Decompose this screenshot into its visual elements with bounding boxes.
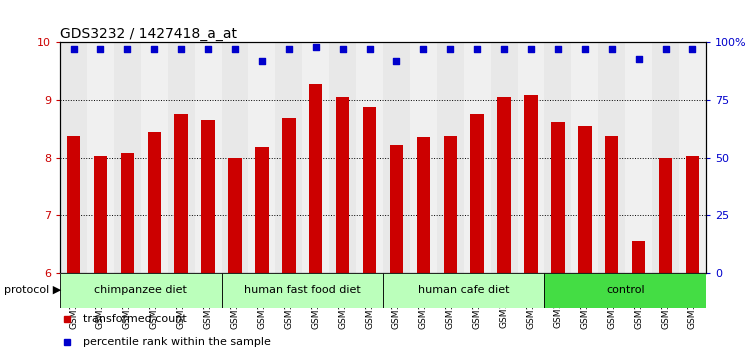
Bar: [383, 273, 544, 308]
Point: [686, 47, 698, 52]
Bar: [336, 97, 349, 273]
Bar: [121, 153, 134, 273]
Bar: [67, 136, 80, 273]
Bar: [410, 42, 437, 273]
Bar: [444, 136, 457, 273]
Point: [525, 47, 537, 52]
Point: [606, 47, 618, 52]
Text: GDS3232 / 1427418_a_at: GDS3232 / 1427418_a_at: [60, 28, 237, 41]
Bar: [383, 42, 410, 273]
Bar: [463, 42, 490, 273]
Bar: [363, 107, 376, 273]
Bar: [228, 158, 242, 273]
Bar: [497, 97, 511, 273]
Bar: [356, 42, 383, 273]
Bar: [605, 136, 619, 273]
Point: [202, 47, 214, 52]
Text: percentile rank within the sample: percentile rank within the sample: [83, 337, 270, 347]
Bar: [174, 114, 188, 273]
Point: [363, 47, 376, 52]
Text: human fast food diet: human fast food diet: [244, 285, 360, 295]
Text: control: control: [606, 285, 644, 295]
Bar: [470, 114, 484, 273]
Bar: [517, 42, 544, 273]
Bar: [282, 118, 296, 273]
Text: human cafe diet: human cafe diet: [418, 285, 509, 295]
Bar: [544, 42, 572, 273]
Bar: [632, 241, 645, 273]
Text: protocol ▶: protocol ▶: [4, 285, 61, 295]
Bar: [140, 42, 167, 273]
Bar: [147, 132, 161, 273]
Point: [391, 58, 403, 64]
Bar: [60, 273, 222, 308]
Bar: [625, 42, 652, 273]
Point: [498, 47, 510, 52]
Bar: [302, 42, 329, 273]
Point: [95, 47, 107, 52]
Bar: [195, 42, 222, 273]
Bar: [329, 42, 356, 273]
Bar: [686, 156, 699, 273]
Bar: [276, 42, 302, 273]
Point: [445, 47, 457, 52]
Point: [471, 47, 483, 52]
Bar: [652, 42, 679, 273]
Point: [309, 44, 321, 50]
Bar: [417, 137, 430, 273]
Bar: [309, 84, 322, 273]
Point: [229, 47, 241, 52]
Bar: [524, 96, 538, 273]
Bar: [390, 145, 403, 273]
Text: transformed count: transformed count: [83, 314, 186, 324]
Bar: [551, 122, 565, 273]
Bar: [94, 156, 107, 273]
Point: [256, 58, 268, 64]
Point: [148, 47, 160, 52]
Point: [175, 47, 187, 52]
Point: [68, 47, 80, 52]
Bar: [679, 42, 706, 273]
Bar: [490, 42, 517, 273]
Point: [336, 47, 348, 52]
Bar: [167, 42, 195, 273]
Bar: [201, 120, 215, 273]
Bar: [437, 42, 463, 273]
Bar: [599, 42, 625, 273]
Point: [418, 47, 430, 52]
Point: [552, 47, 564, 52]
Bar: [222, 273, 383, 308]
Point: [659, 47, 671, 52]
Bar: [60, 42, 87, 273]
Text: chimpanzee diet: chimpanzee diet: [95, 285, 187, 295]
Bar: [255, 147, 269, 273]
Point: [283, 47, 295, 52]
Bar: [87, 42, 114, 273]
Bar: [659, 158, 672, 273]
Bar: [578, 126, 592, 273]
Point: [579, 47, 591, 52]
Point: [122, 47, 134, 52]
Bar: [222, 42, 249, 273]
Point: [632, 56, 644, 62]
Bar: [114, 42, 140, 273]
Bar: [249, 42, 276, 273]
Bar: [572, 42, 599, 273]
Bar: [544, 273, 706, 308]
